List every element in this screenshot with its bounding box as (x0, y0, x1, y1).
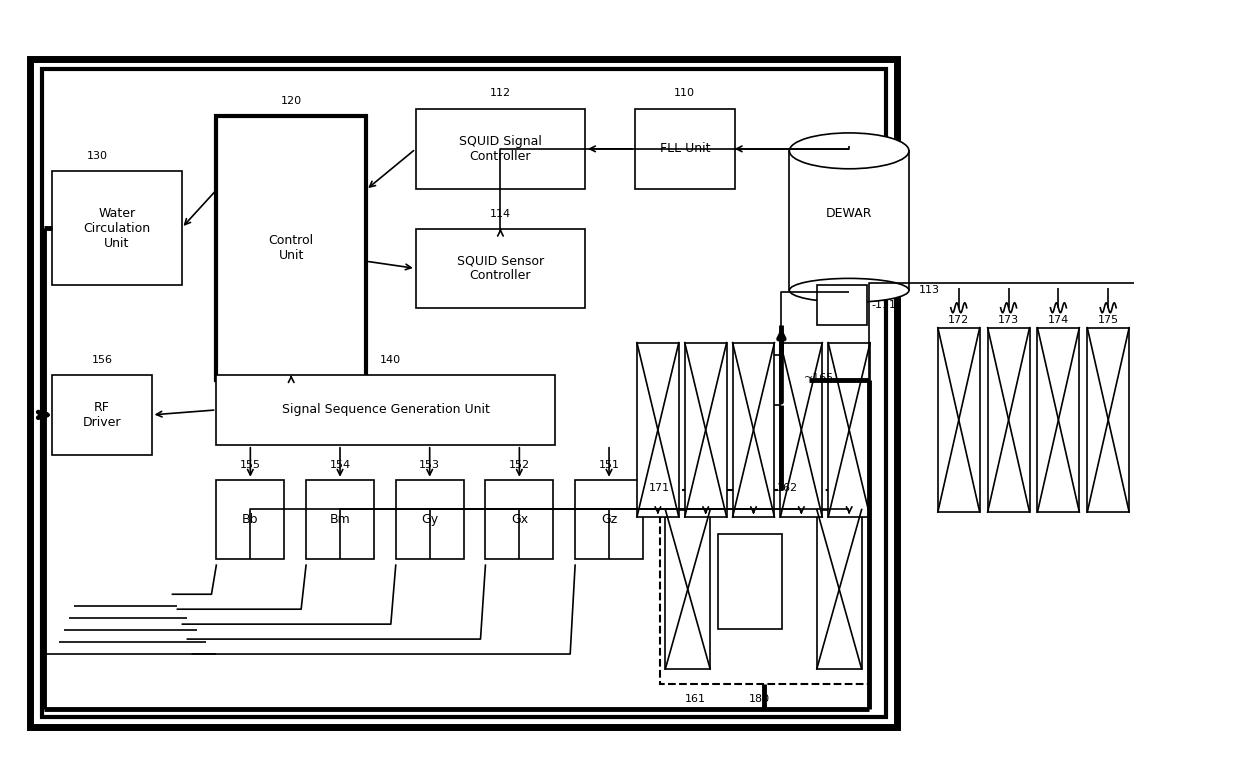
Text: 113: 113 (919, 285, 940, 295)
Text: SQUID Signal
Controller: SQUID Signal Controller (459, 135, 542, 163)
Text: ~165: ~165 (805, 373, 835, 383)
Bar (754, 355, 810, 405)
Text: Gz: Gz (601, 513, 618, 526)
Bar (666, 510, 711, 669)
Text: 154: 154 (330, 460, 351, 470)
Bar (217, 375, 556, 445)
Bar (718, 534, 782, 629)
Bar (817, 510, 862, 669)
Bar (660, 490, 869, 684)
Bar (306, 480, 374, 560)
Bar (988, 328, 1029, 512)
Bar (637, 342, 678, 517)
Text: 171: 171 (650, 483, 671, 493)
Text: 173: 173 (998, 315, 1019, 325)
Bar (42, 69, 887, 717)
Ellipse shape (790, 278, 909, 302)
Text: Control
Unit: Control Unit (269, 234, 314, 262)
Bar (780, 342, 822, 517)
Bar (486, 480, 553, 560)
Bar (30, 59, 897, 727)
Bar (396, 480, 464, 560)
Bar (635, 109, 734, 189)
Text: RF
Driver: RF Driver (83, 401, 122, 429)
Text: 151: 151 (599, 460, 620, 470)
Bar (1038, 328, 1079, 512)
Text: 120: 120 (280, 96, 301, 106)
Text: 114: 114 (490, 209, 511, 219)
Text: Water
Circulation
Unit: Water Circulation Unit (83, 207, 150, 250)
Ellipse shape (790, 133, 909, 169)
Text: 162: 162 (776, 483, 799, 493)
Bar (1087, 328, 1130, 512)
Text: 110: 110 (675, 88, 696, 98)
Text: SQUID Sensor
Controller: SQUID Sensor Controller (456, 254, 544, 282)
Text: Gy: Gy (422, 513, 438, 526)
Text: 174: 174 (1048, 315, 1069, 325)
Text: Signal Sequence Generation Unit: Signal Sequence Generation Unit (281, 403, 490, 416)
Text: Bb: Bb (242, 513, 259, 526)
Text: 153: 153 (419, 460, 440, 470)
Text: FLL Unit: FLL Unit (660, 143, 711, 155)
Text: 175: 175 (1097, 315, 1118, 325)
Bar (828, 342, 870, 517)
Bar (937, 328, 980, 512)
Text: Gx: Gx (511, 513, 528, 526)
Text: 155: 155 (239, 460, 260, 470)
Bar (415, 228, 585, 308)
Bar (415, 109, 585, 189)
Bar (217, 116, 366, 380)
Text: DEWAR: DEWAR (826, 207, 873, 221)
Bar (217, 480, 284, 560)
Text: 156: 156 (92, 355, 113, 365)
Bar (575, 480, 642, 560)
Text: 172: 172 (949, 315, 970, 325)
Bar (52, 375, 151, 455)
Text: 130: 130 (87, 151, 108, 161)
Text: 161: 161 (684, 694, 706, 704)
Text: Bm: Bm (330, 513, 351, 526)
Text: -111: -111 (870, 300, 897, 310)
Bar (684, 342, 727, 517)
Text: 152: 152 (508, 460, 529, 470)
Bar (733, 342, 775, 517)
Text: 112: 112 (490, 88, 511, 98)
Text: 180: 180 (749, 694, 770, 704)
Bar (52, 170, 181, 285)
Bar (790, 151, 909, 291)
Text: 140: 140 (381, 355, 402, 365)
Bar (817, 285, 867, 325)
